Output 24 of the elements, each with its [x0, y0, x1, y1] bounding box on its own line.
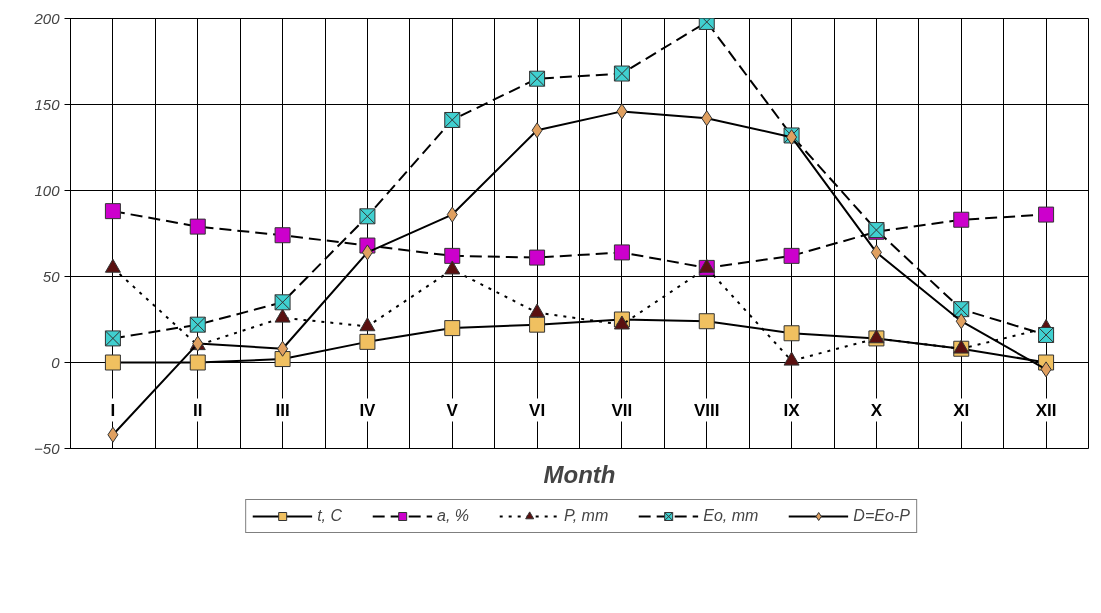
x-tick-label: IX	[783, 400, 801, 420]
legend-label: Eo, mm	[703, 507, 759, 525]
y-tick-label: 100	[34, 181, 61, 199]
x-tick-label: X	[870, 400, 883, 420]
legend-label: a, %	[437, 507, 470, 525]
x-tick-label: V	[446, 400, 459, 420]
x-tick-label: XI	[953, 400, 970, 420]
x-tick-label: IV	[359, 400, 377, 420]
y-tick-label: 200	[33, 9, 61, 27]
x-tick-label: XII	[1035, 400, 1057, 420]
legend-label: D=Eo-P	[853, 507, 910, 525]
x-tick-label: VI	[529, 400, 546, 420]
x-tick-label: II	[193, 400, 203, 420]
x-tick-label: VII	[611, 400, 633, 420]
y-tick-label: 50	[42, 267, 61, 285]
y-tick-label: 0	[51, 353, 61, 371]
y-tick-label: 150	[34, 95, 61, 113]
legend-label: t, C	[317, 507, 343, 525]
x-tick-label: III	[275, 400, 290, 420]
x-tick-label: I	[110, 400, 116, 420]
x-axis-title: Month	[543, 460, 616, 488]
x-tick-label: VIII	[694, 400, 720, 420]
legend-label: P, mm	[564, 507, 609, 525]
y-tick-label: −50	[34, 439, 61, 457]
